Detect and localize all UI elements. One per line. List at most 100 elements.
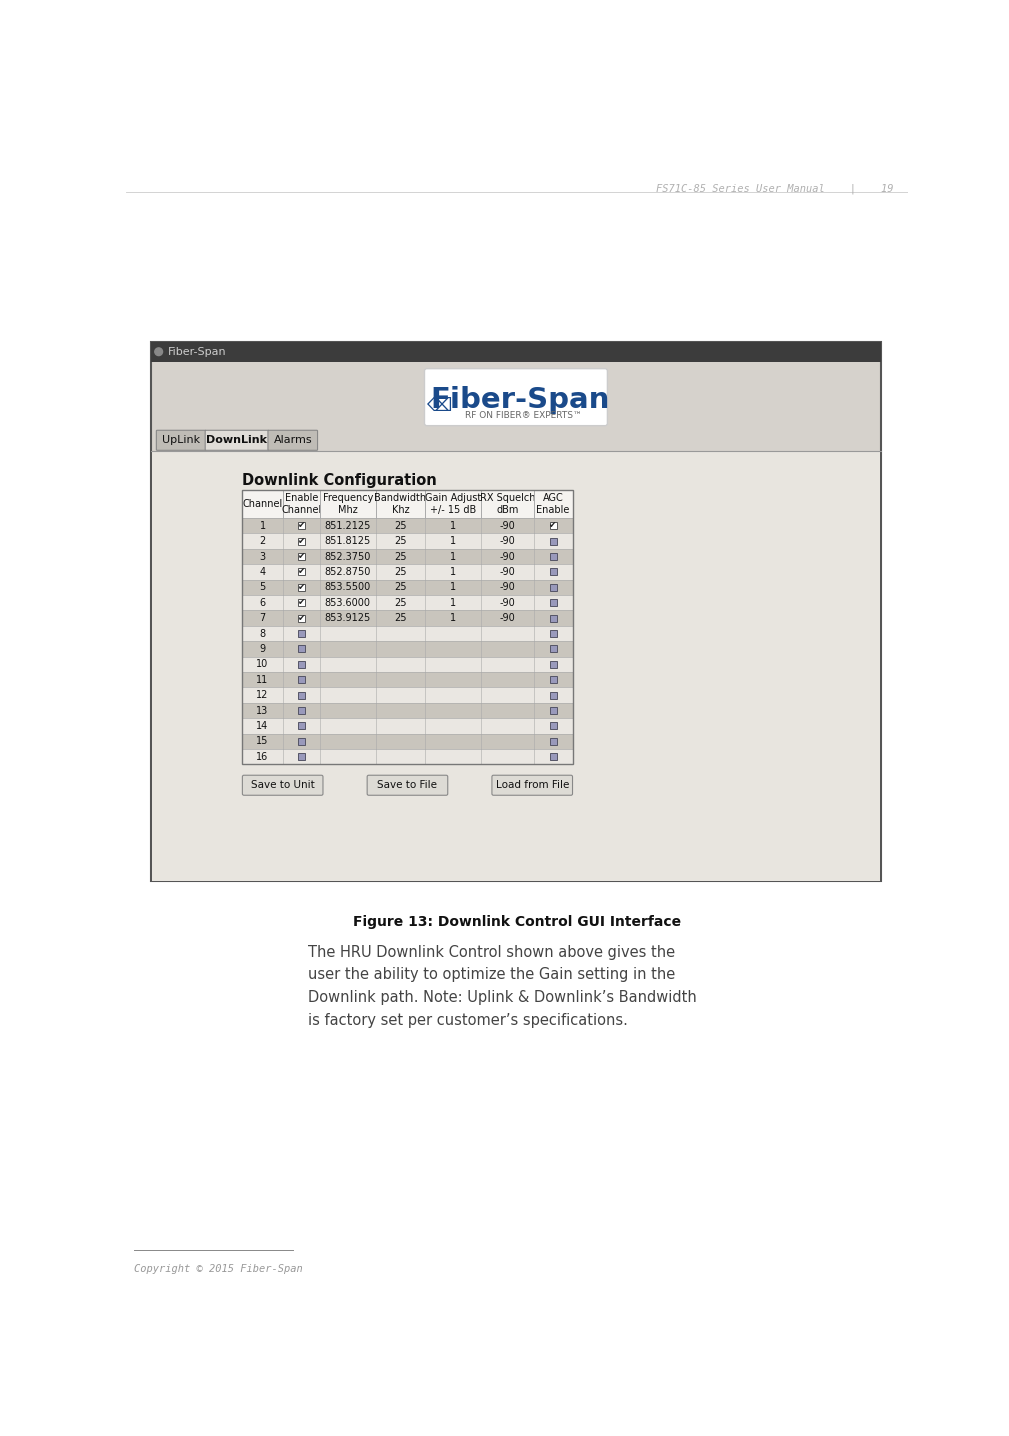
Text: 7: 7 (259, 613, 265, 623)
Bar (151, 342, 881, 362)
Bar (298, 537, 305, 544)
Text: 13: 13 (256, 705, 268, 715)
Text: 10: 10 (256, 659, 268, 669)
Text: 8: 8 (259, 629, 265, 639)
Bar (298, 722, 305, 729)
Text: RX Squelch
dBm: RX Squelch dBm (479, 494, 535, 516)
Text: 2: 2 (259, 536, 265, 546)
Text: -90: -90 (499, 567, 516, 577)
Text: Save to Unit: Save to Unit (251, 780, 315, 790)
Bar (550, 569, 557, 576)
Bar (242, 642, 572, 656)
Circle shape (154, 348, 162, 356)
Text: UpLink: UpLink (162, 435, 200, 445)
Bar (242, 580, 572, 595)
Text: 852.8750: 852.8750 (325, 567, 371, 577)
Text: ✔: ✔ (298, 551, 305, 561)
Text: 1: 1 (450, 597, 456, 607)
Bar (151, 342, 881, 880)
Bar (242, 702, 572, 718)
Bar (242, 734, 572, 750)
Text: Fiber-Span: Fiber-Span (430, 386, 609, 414)
Text: FS71C-85 Series User Manual    |    19: FS71C-85 Series User Manual | 19 (656, 184, 893, 194)
Text: AGC
Enable: AGC Enable (537, 494, 570, 516)
Text: 25: 25 (395, 551, 407, 561)
Text: 15: 15 (256, 737, 268, 747)
Bar (550, 692, 557, 699)
Text: Copyright © 2015 Fiber-Span: Copyright © 2015 Fiber-Span (134, 1264, 303, 1274)
Text: 12: 12 (256, 691, 268, 701)
Text: DownLink: DownLink (207, 435, 267, 445)
Text: -90: -90 (499, 613, 516, 623)
Bar (550, 754, 557, 760)
Text: 853.9125: 853.9125 (325, 613, 371, 623)
FancyBboxPatch shape (268, 431, 318, 451)
Bar (242, 549, 572, 564)
Text: Bandwidth
Khz: Bandwidth Khz (374, 494, 427, 516)
FancyBboxPatch shape (425, 369, 607, 425)
Text: 16: 16 (256, 752, 268, 761)
Bar (298, 692, 305, 699)
Text: The HRU Downlink Control shown above gives the
user the ability to optimize the : The HRU Downlink Control shown above giv… (309, 945, 697, 1028)
Bar (151, 452, 880, 880)
FancyBboxPatch shape (367, 775, 448, 796)
Text: 851.2125: 851.2125 (325, 521, 371, 531)
Text: -90: -90 (499, 536, 516, 546)
Bar (242, 490, 572, 518)
Text: -90: -90 (499, 521, 516, 531)
Bar (298, 676, 305, 684)
Text: ✔: ✔ (298, 613, 305, 623)
Text: Enable
Channel: Enable Channel (282, 494, 322, 516)
Text: Channel: Channel (242, 500, 283, 510)
Text: 25: 25 (395, 583, 407, 592)
Bar (242, 490, 572, 764)
Bar (550, 537, 557, 544)
Text: 1: 1 (450, 521, 456, 531)
Bar (550, 676, 557, 684)
Text: Frequency
Mhz: Frequency Mhz (323, 494, 373, 516)
Bar (298, 707, 305, 714)
Text: 5: 5 (259, 583, 265, 592)
Bar (550, 630, 557, 638)
Text: Load from File: Load from File (495, 780, 569, 790)
Text: ✔: ✔ (298, 567, 305, 576)
Text: Downlink Configuration: Downlink Configuration (242, 474, 437, 488)
Bar (550, 584, 557, 590)
Text: -90: -90 (499, 583, 516, 592)
Bar (242, 533, 572, 549)
Bar (298, 754, 305, 760)
Text: 9: 9 (259, 643, 265, 653)
Text: ✔: ✔ (298, 583, 305, 592)
Bar (242, 718, 572, 734)
Bar (298, 661, 305, 668)
Bar (550, 661, 557, 668)
Bar (550, 599, 557, 606)
Bar (242, 626, 572, 642)
Text: 1: 1 (259, 521, 265, 531)
Text: 25: 25 (395, 567, 407, 577)
Bar (550, 553, 557, 560)
Bar (242, 688, 572, 702)
Text: Figure 13: Downlink Control GUI Interface: Figure 13: Downlink Control GUI Interfac… (353, 915, 681, 929)
Bar (550, 615, 557, 622)
Text: 6: 6 (259, 597, 265, 607)
Text: 25: 25 (395, 597, 407, 607)
Bar (242, 595, 572, 610)
Text: 851.8125: 851.8125 (325, 536, 371, 546)
Bar (242, 564, 572, 580)
Bar (242, 610, 572, 626)
Bar (550, 523, 557, 530)
Text: RF ON FIBER® EXPERTS™: RF ON FIBER® EXPERTS™ (465, 411, 582, 421)
Text: ⌫: ⌫ (426, 396, 451, 415)
Text: 1: 1 (450, 536, 456, 546)
Text: 853.6000: 853.6000 (325, 597, 370, 607)
Text: Gain Adjust
+/- 15 dB: Gain Adjust +/- 15 dB (425, 494, 481, 516)
Bar (298, 615, 305, 622)
Text: ✔: ✔ (298, 537, 305, 546)
Text: 4: 4 (259, 567, 265, 577)
Bar (242, 518, 572, 533)
FancyBboxPatch shape (156, 431, 206, 451)
Bar (298, 630, 305, 638)
Bar (298, 569, 305, 576)
Text: 25: 25 (395, 613, 407, 623)
